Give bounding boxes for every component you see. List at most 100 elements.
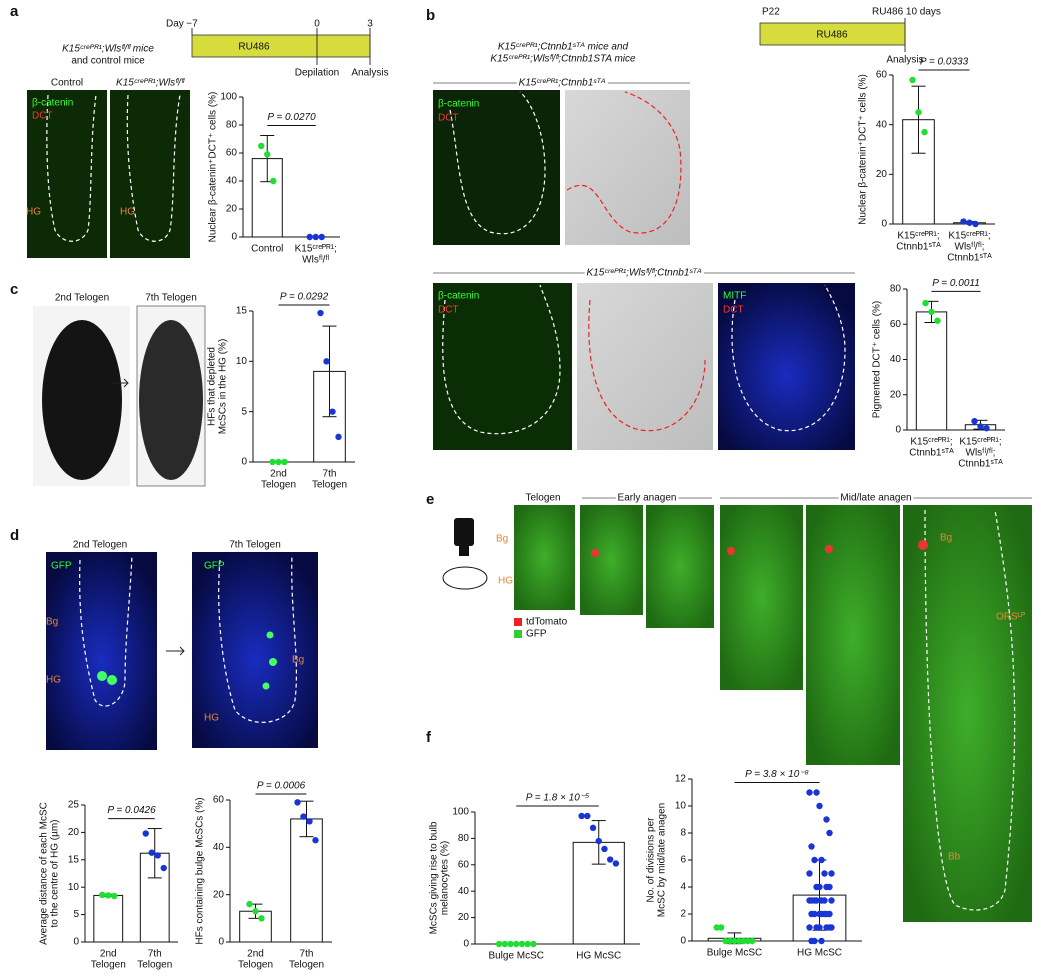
image-title: 2nd Telogen xyxy=(55,293,109,304)
panel-label: d xyxy=(10,527,19,544)
data-point xyxy=(160,864,167,872)
y-tick-label: 10 xyxy=(68,882,80,893)
data-point xyxy=(821,870,828,877)
panel-label: f xyxy=(426,729,432,746)
micrograph xyxy=(192,552,318,748)
x-tick-label: Ctnnb1ˢᵀᴬ xyxy=(958,459,1003,470)
stain-label: β-catenin xyxy=(438,291,479,302)
y-tick-label: 60 xyxy=(890,319,902,330)
follicle-outline xyxy=(442,284,561,435)
data-point xyxy=(821,897,828,904)
image-title: K15ᶜʳᵉᴾᴿ¹;Wlsᶠˡ/ᶠˡ xyxy=(116,78,185,89)
y-tick-label: 5 xyxy=(241,406,247,417)
region-label: Bg xyxy=(496,534,508,545)
mice-label: K15ᶜʳᵉᴾᴿ¹;Ctnnb1ˢᵀᴬ mice and xyxy=(498,42,629,53)
timeline-text: RU486 xyxy=(816,30,848,41)
micrograph xyxy=(514,505,575,610)
x-tick-label: Wlsᶠˡ/ᶠˡ xyxy=(302,255,330,266)
y-tick-label: 100 xyxy=(452,807,469,818)
region-label: HG xyxy=(26,207,41,218)
data-point xyxy=(928,308,935,316)
region-label: Bg xyxy=(292,655,304,666)
data-point xyxy=(606,856,614,863)
group-label: K15ᶜʳᵉᴾᴿ¹;Wlsᶠˡ/ᶠˡ;Ctnnb1ˢᵀᴬ xyxy=(586,268,701,279)
stain-label: MITF xyxy=(723,291,746,302)
region-label: HG xyxy=(204,713,219,724)
y-tick-label: 10 xyxy=(675,801,687,812)
timeline-text: RU486 10 days xyxy=(872,7,941,18)
data-point xyxy=(826,883,833,891)
timeline-text: Analysis xyxy=(886,55,923,66)
y-tick-label: 40 xyxy=(226,176,238,187)
cell xyxy=(727,547,735,555)
data-point xyxy=(922,299,929,307)
data-point xyxy=(811,856,818,864)
image-title: 7th Telogen xyxy=(229,540,281,551)
y-tick-label: 4 xyxy=(680,882,686,893)
legend-label: GFP xyxy=(526,629,547,640)
region-label: HG xyxy=(498,576,513,587)
y-tick-label: 20 xyxy=(876,169,888,180)
x-tick-label: 7th xyxy=(323,469,337,480)
data-point xyxy=(818,937,825,945)
data-point xyxy=(972,220,979,228)
data-point xyxy=(275,458,282,466)
y-tick-label: 5 xyxy=(73,909,79,920)
data-point xyxy=(808,843,815,850)
y-tick-label: 0 xyxy=(463,939,469,950)
cell xyxy=(825,545,833,553)
panel-label: b xyxy=(426,7,435,24)
y-tick-label: 2 xyxy=(680,909,686,920)
data-point xyxy=(828,870,835,877)
p-value: P = 3.8 × 10⁻⁸ xyxy=(745,769,809,780)
x-tick-label: 7th xyxy=(300,949,314,960)
y-tick-label: 10 xyxy=(236,356,248,367)
mouse xyxy=(42,320,122,480)
x-tick-label: 2nd xyxy=(270,469,287,480)
mouse xyxy=(139,320,203,480)
p-value: P = 0.0426 xyxy=(107,805,156,816)
data-point xyxy=(252,908,259,915)
micrograph xyxy=(718,283,855,450)
cell xyxy=(269,658,277,666)
bar xyxy=(915,311,948,431)
stain-label: β-catenin xyxy=(438,99,479,110)
follicle-outline xyxy=(218,554,297,723)
data-point xyxy=(584,812,591,820)
x-tick-label: HG McSC xyxy=(576,951,621,962)
arrow xyxy=(112,378,129,388)
data-point xyxy=(318,233,325,241)
follicle-outline xyxy=(731,284,846,432)
data-point xyxy=(717,924,725,931)
arrow xyxy=(166,646,185,656)
timeline-text: 3 xyxy=(367,19,373,30)
data-point xyxy=(105,892,112,899)
micrograph xyxy=(46,552,157,750)
y-tick-label: 60 xyxy=(213,795,225,806)
data-point xyxy=(111,892,118,900)
data-point xyxy=(595,837,602,845)
data-point xyxy=(971,417,978,425)
data-point xyxy=(524,940,531,948)
cell xyxy=(107,675,117,685)
data-point xyxy=(294,799,301,806)
y-tick-label: 20 xyxy=(213,889,225,900)
data-point xyxy=(740,937,747,945)
stain-label: DCT xyxy=(438,305,459,316)
data-point xyxy=(921,128,928,136)
y-tick-label: 80 xyxy=(226,120,238,131)
data-point xyxy=(306,818,313,825)
timeline-text: Analysis xyxy=(351,68,388,79)
region-label: ORSᴸᴾ xyxy=(996,612,1025,623)
image-title: 7th Telogen xyxy=(145,293,197,304)
data-point xyxy=(823,816,830,823)
data-point xyxy=(744,937,752,945)
mice-label: K15ᶜʳᵉᴾᴿ¹;Wlsᶠˡ/ᶠˡ;Ctnnb1STA mice xyxy=(490,54,636,65)
y-axis-label: No. of divisions per xyxy=(646,817,657,903)
y-tick-label: 60 xyxy=(458,859,470,870)
p-value: P = 0.0333 xyxy=(920,57,969,68)
data-point xyxy=(281,458,288,466)
data-point xyxy=(501,940,509,948)
follicle-outline xyxy=(46,94,97,242)
